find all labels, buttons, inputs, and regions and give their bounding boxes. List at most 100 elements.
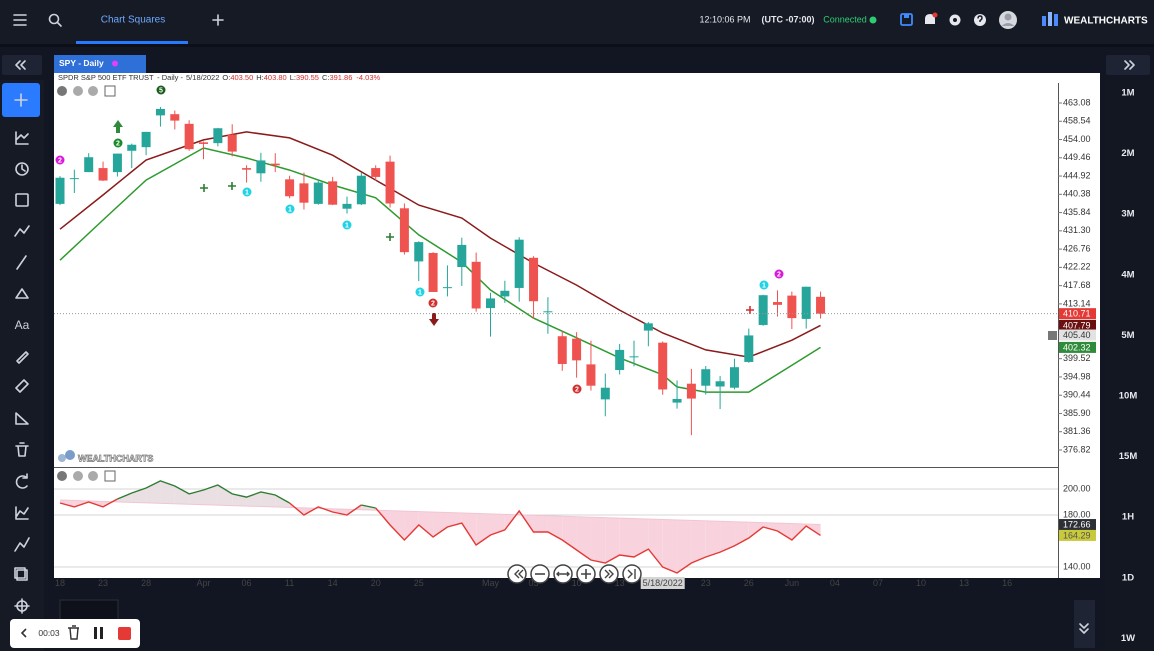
indicator-fill: [605, 517, 620, 563]
indicator-fill: [433, 512, 448, 537]
price-label: 410.71: [1063, 309, 1091, 319]
trend-tool[interactable]: [14, 225, 30, 237]
delete-tool[interactable]: [15, 442, 29, 457]
timeframe[interactable]: 5M: [1121, 330, 1134, 341]
candle-body: [486, 298, 495, 309]
menu-button[interactable]: [13, 14, 27, 26]
indicator-fill: [275, 494, 290, 508]
text-tool[interactable]: Aa: [15, 318, 30, 332]
control-button[interactable]: [73, 471, 83, 481]
signal-line: [59, 499, 821, 526]
logo-bar: [1054, 14, 1058, 26]
ohlc-label: H:: [256, 73, 264, 82]
bottom-tab[interactable]: [59, 599, 119, 621]
calendar-tool[interactable]: [15, 193, 29, 207]
shape-tool[interactable]: [15, 288, 29, 299]
recorder-delete[interactable]: [68, 625, 79, 640]
signal-marker: [113, 138, 123, 148]
candle-body: [313, 182, 323, 204]
control-button[interactable]: [73, 86, 83, 96]
indicator-fill: [160, 480, 175, 504]
timeframe[interactable]: 15M: [1119, 451, 1138, 462]
indicator-fill: [217, 484, 233, 506]
signal-marker: [428, 298, 438, 308]
chart-tool[interactable]: [15, 506, 29, 520]
ruler-tool[interactable]: [15, 379, 29, 393]
price-label: 405.40: [1063, 330, 1091, 340]
control-button[interactable]: [88, 471, 98, 481]
y-tick-label: 463.08: [1063, 97, 1091, 107]
indicator-fill: [677, 519, 692, 573]
interval: - Daily -: [157, 73, 183, 82]
watermark-logo: [65, 450, 75, 460]
settings-button[interactable]: [949, 14, 961, 26]
watermark-text: WEALTHCHARTS: [78, 453, 153, 463]
add-tool-icon: [14, 93, 28, 107]
watermark: [58, 450, 75, 462]
signal-marker: [759, 280, 769, 290]
alerts-button[interactable]: [925, 12, 938, 25]
x-tick-label: 10: [572, 578, 582, 588]
indicator-fill: [533, 515, 548, 533]
control-button[interactable]: [104, 85, 116, 97]
measure-tool[interactable]: [15, 412, 29, 425]
candle-body: [729, 367, 739, 388]
x-tick-label: 16: [1002, 578, 1012, 588]
history-tool[interactable]: [15, 162, 29, 176]
y-tick-label: 435.84: [1063, 207, 1091, 217]
add-tab[interactable]: [212, 14, 224, 26]
logo-bar: [1042, 16, 1046, 26]
y-tick-label: 394.98: [1063, 371, 1091, 381]
control-button[interactable]: [88, 86, 98, 96]
candle-body: [141, 131, 151, 148]
expand-bottom[interactable]: [1074, 600, 1095, 648]
expand-scale[interactable]: [1048, 331, 1057, 340]
candle-body: [285, 179, 295, 197]
control-button[interactable]: [57, 86, 67, 96]
help-button[interactable]: [974, 14, 986, 26]
control-button[interactable]: [104, 470, 116, 482]
price-label: 407.79: [1063, 320, 1091, 330]
recorder-pause[interactable]: [94, 627, 97, 639]
candle-body: [356, 175, 366, 205]
indicator-fill: [691, 520, 706, 563]
timeframe[interactable]: 10M: [1119, 391, 1138, 402]
pattern-tool[interactable]: [14, 537, 30, 552]
signal-marker: [774, 269, 784, 279]
timeframe[interactable]: 1D: [1122, 572, 1134, 583]
control-button[interactable]: [57, 471, 67, 481]
timeframe[interactable]: 4M: [1121, 269, 1134, 280]
layout-tool[interactable]: [16, 569, 28, 581]
avatar-body: [1001, 23, 1015, 26]
timeframe[interactable]: 3M: [1121, 209, 1134, 220]
y-tick-label: 426.76: [1063, 243, 1091, 253]
recorder: [10, 619, 140, 648]
ohlc-label: O:: [222, 73, 230, 82]
indicators-tool[interactable]: [15, 131, 29, 145]
indicator-fill: [562, 516, 577, 550]
rewind-button[interactable]: [507, 564, 527, 584]
line-tool[interactable]: [16, 255, 27, 270]
brush-tool[interactable]: [16, 351, 29, 364]
candle-body: [155, 108, 165, 116]
layout-tool-back: [14, 567, 26, 579]
signal-marker: [55, 155, 65, 165]
chart-tab[interactable]: [54, 55, 146, 73]
refresh-tool[interactable]: [15, 473, 28, 489]
indicator-line: [289, 502, 362, 516]
recorder-back[interactable]: [20, 628, 27, 638]
timeframe[interactable]: 1W: [1121, 633, 1135, 644]
account-button[interactable]: [999, 11, 1017, 29]
recorder-stop[interactable]: [118, 627, 131, 640]
timeframe[interactable]: 2M: [1121, 148, 1134, 159]
candle-body: [213, 128, 223, 144]
timeframe[interactable]: 1H: [1122, 512, 1134, 523]
save-button[interactable]: [900, 13, 913, 26]
search-button[interactable]: [48, 13, 62, 27]
y-tick-label: 431.30: [1063, 225, 1091, 235]
y-tick-label: 417.68: [1063, 280, 1091, 290]
timeframe[interactable]: 1M: [1121, 88, 1134, 99]
plot: 463.08 458.54 454.00 449.46 444.92 440.38 435.…: [54, 85, 1096, 589]
tab-label[interactable]: Chart Squares: [101, 15, 165, 26]
sell-arrow: [429, 313, 439, 326]
